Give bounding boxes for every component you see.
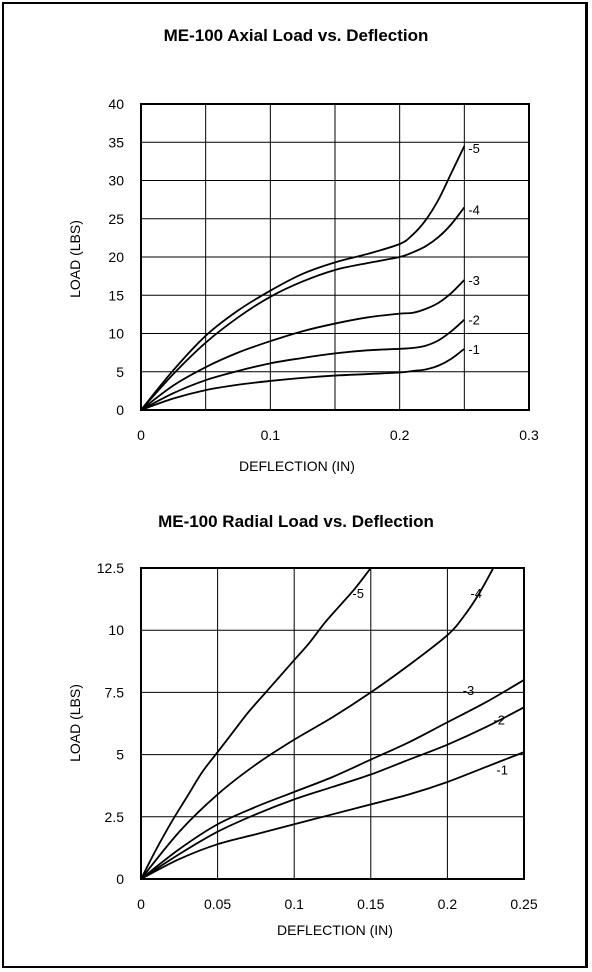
axial-series-label-1: -1 (468, 342, 480, 357)
axial-series-label-5: -5 (468, 141, 480, 156)
axial-y-axis-label: LOAD (LBS) (67, 220, 83, 298)
radial-x-tick-label: 0.1 (284, 896, 304, 912)
axial-y-tick-label: 10 (108, 326, 124, 342)
axial-x-tick-label: 0.2 (390, 427, 410, 443)
axial-y-tick-label: 30 (108, 173, 124, 189)
radial-series-line-3 (140, 679, 525, 880)
radial-x-tick-label: 0.25 (510, 896, 537, 912)
radial-y-tick-label: 12.5 (97, 560, 124, 576)
radial-series-line-2 (140, 706, 525, 880)
radial-y-tick-label: 2.5 (105, 809, 125, 825)
axial-y-tick-label: 0 (116, 402, 124, 418)
radial-series-line-1 (140, 751, 525, 880)
radial-series-label-2: -2 (493, 713, 505, 728)
radial-y-axis-label: LOAD (LBS) (67, 684, 83, 762)
radial-y-tick-label: 10 (108, 622, 124, 638)
radial-series-line-4 (140, 567, 495, 880)
axial-x-axis-label: DEFLECTION (IN) (239, 458, 355, 474)
radial-series-label-1: -1 (496, 763, 508, 778)
radial-y-tick-label: 7.5 (105, 684, 125, 700)
axial-series-label-4: -4 (468, 202, 480, 217)
radial-x-tick-label: 0.2 (438, 896, 458, 912)
radial-series-label-4: -4 (470, 586, 482, 601)
radial-x-tick-label: 0.05 (204, 896, 231, 912)
radial-chart-title: ME-100 Radial Load vs. Deflection (158, 512, 434, 531)
radial-y-tick-label: 5 (116, 747, 124, 763)
axial-chart: ME-100 Axial Load vs. Deflection DEFLECT… (67, 26, 539, 474)
axial-series-line-1 (140, 348, 465, 411)
radial-x-axis-label: DEFLECTION (IN) (277, 922, 393, 938)
axial-series-line-3 (140, 279, 465, 411)
axial-y-tick-label: 35 (108, 134, 124, 150)
axial-series-label-3: -3 (468, 273, 480, 288)
radial-plot-area (140, 567, 525, 880)
axial-series-line-5 (140, 145, 466, 411)
axial-y-tick-label: 5 (116, 364, 124, 380)
axial-chart-title: ME-100 Axial Load vs. Deflection (164, 26, 429, 45)
axial-x-tick-label: 0 (137, 427, 145, 443)
axial-y-tick-label: 25 (108, 211, 124, 227)
radial-x-tick-label: 0.15 (357, 896, 384, 912)
radial-y-tick-label: 0 (116, 871, 124, 887)
radial-series-label-5: -5 (352, 586, 364, 601)
radial-chart: ME-100 Radial Load vs. Deflection DEFLEC… (67, 512, 538, 938)
axial-series-line-4 (140, 206, 466, 411)
axial-series-line-2 (140, 319, 465, 411)
radial-series-label-3: -3 (463, 683, 475, 698)
axial-y-tick-label: 40 (108, 96, 124, 112)
axial-plot-area (140, 103, 530, 411)
radial-series-line-5 (140, 567, 372, 880)
axial-series-label-2: -2 (468, 313, 480, 328)
axial-y-tick-label: 15 (108, 287, 124, 303)
radial-x-tick-label: 0 (137, 896, 145, 912)
axial-x-tick-label: 0.3 (519, 427, 539, 443)
axial-y-tick-label: 20 (108, 249, 124, 265)
axial-x-tick-label: 0.1 (261, 427, 281, 443)
